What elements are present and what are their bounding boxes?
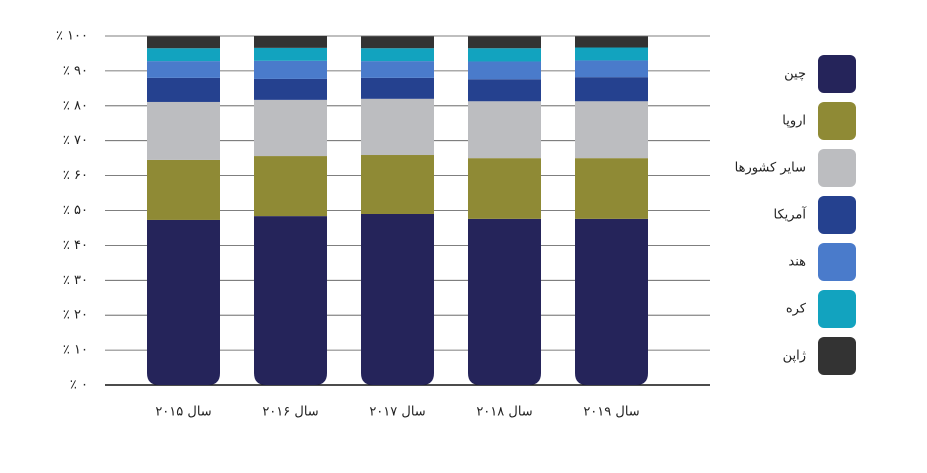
y-tick-label: ٪ ۲۰	[63, 308, 88, 323]
legend-label: کره	[786, 302, 807, 317]
bar-segment	[575, 101, 648, 159]
bar-segment	[468, 218, 541, 385]
legend-swatch	[818, 337, 856, 375]
bar-segment	[147, 101, 220, 160]
bar-segment	[147, 61, 220, 78]
y-tick-label: ٪ ۰	[70, 378, 88, 393]
y-tick-label: ٪ ۹۰	[63, 63, 88, 78]
bar-segment	[575, 60, 648, 78]
bar-segment	[361, 213, 434, 385]
bar-segment	[468, 158, 541, 219]
bar-segment	[468, 101, 541, 159]
bar-segment	[468, 36, 541, 49]
legend-label: سایر کشورها	[735, 161, 806, 176]
bar-segment	[575, 158, 648, 219]
legend-swatch	[818, 290, 856, 328]
legend-swatch	[818, 102, 856, 140]
bar-segment	[468, 48, 541, 62]
bar-segment	[254, 47, 327, 61]
bar-segment	[254, 99, 327, 157]
y-tick-label: ٪ ۳۰	[63, 273, 88, 288]
bar-segment	[468, 61, 541, 80]
bar-segment	[254, 216, 327, 385]
y-tick-label: ٪ ۷۰	[63, 133, 88, 148]
bar-segment	[147, 48, 220, 62]
bar-segment	[361, 36, 434, 49]
y-tick-label: ٪ ۶۰	[63, 168, 88, 183]
bar-segment	[254, 156, 327, 217]
legend-label: هند	[788, 255, 806, 270]
legend-swatch	[818, 243, 856, 281]
y-tick-label: ٪ ۴۰	[63, 238, 88, 253]
bar-segment	[254, 60, 327, 79]
bar-segment	[147, 159, 220, 220]
y-tick-label: ٪ ۸۰	[63, 98, 88, 113]
bar-segment	[361, 77, 434, 99]
legend-label: آمریکا	[773, 206, 807, 223]
bar-segment	[361, 48, 434, 62]
legend-label: چین	[784, 67, 806, 82]
bar-segment	[361, 155, 434, 214]
legend-label: اروپا	[782, 114, 806, 129]
legend-swatch	[818, 55, 856, 93]
x-tick-label: سال ۲۰۱۶	[262, 405, 318, 420]
bar-segment	[468, 79, 541, 102]
bar-segment	[575, 47, 648, 61]
bar-segment	[147, 219, 220, 385]
bar-segment	[254, 36, 327, 48]
y-tick-label: ٪ ۱۰	[63, 343, 88, 358]
legend-swatch	[818, 196, 856, 234]
bar-segment	[361, 61, 434, 78]
bar-segment	[147, 36, 220, 49]
bar-segment	[575, 218, 648, 385]
x-tick-label: سال ۲۰۱۸	[476, 405, 532, 420]
x-tick-label: سال ۲۰۱۹	[583, 405, 639, 420]
bar-segment	[254, 78, 327, 100]
bar-segment	[575, 77, 648, 102]
bar-segment	[361, 98, 434, 156]
x-tick-label: سال ۲۰۱۷	[369, 405, 425, 420]
bar-segment	[147, 77, 220, 102]
legend-swatch	[818, 149, 856, 187]
y-tick-label: ٪ ۵۰	[63, 203, 88, 218]
legend-label: ژاپن	[783, 349, 806, 364]
bar-segment	[575, 36, 648, 48]
x-tick-label: سال ۲۰۱۵	[155, 405, 211, 420]
y-tick-label: ٪ ۱۰۰	[56, 29, 88, 44]
